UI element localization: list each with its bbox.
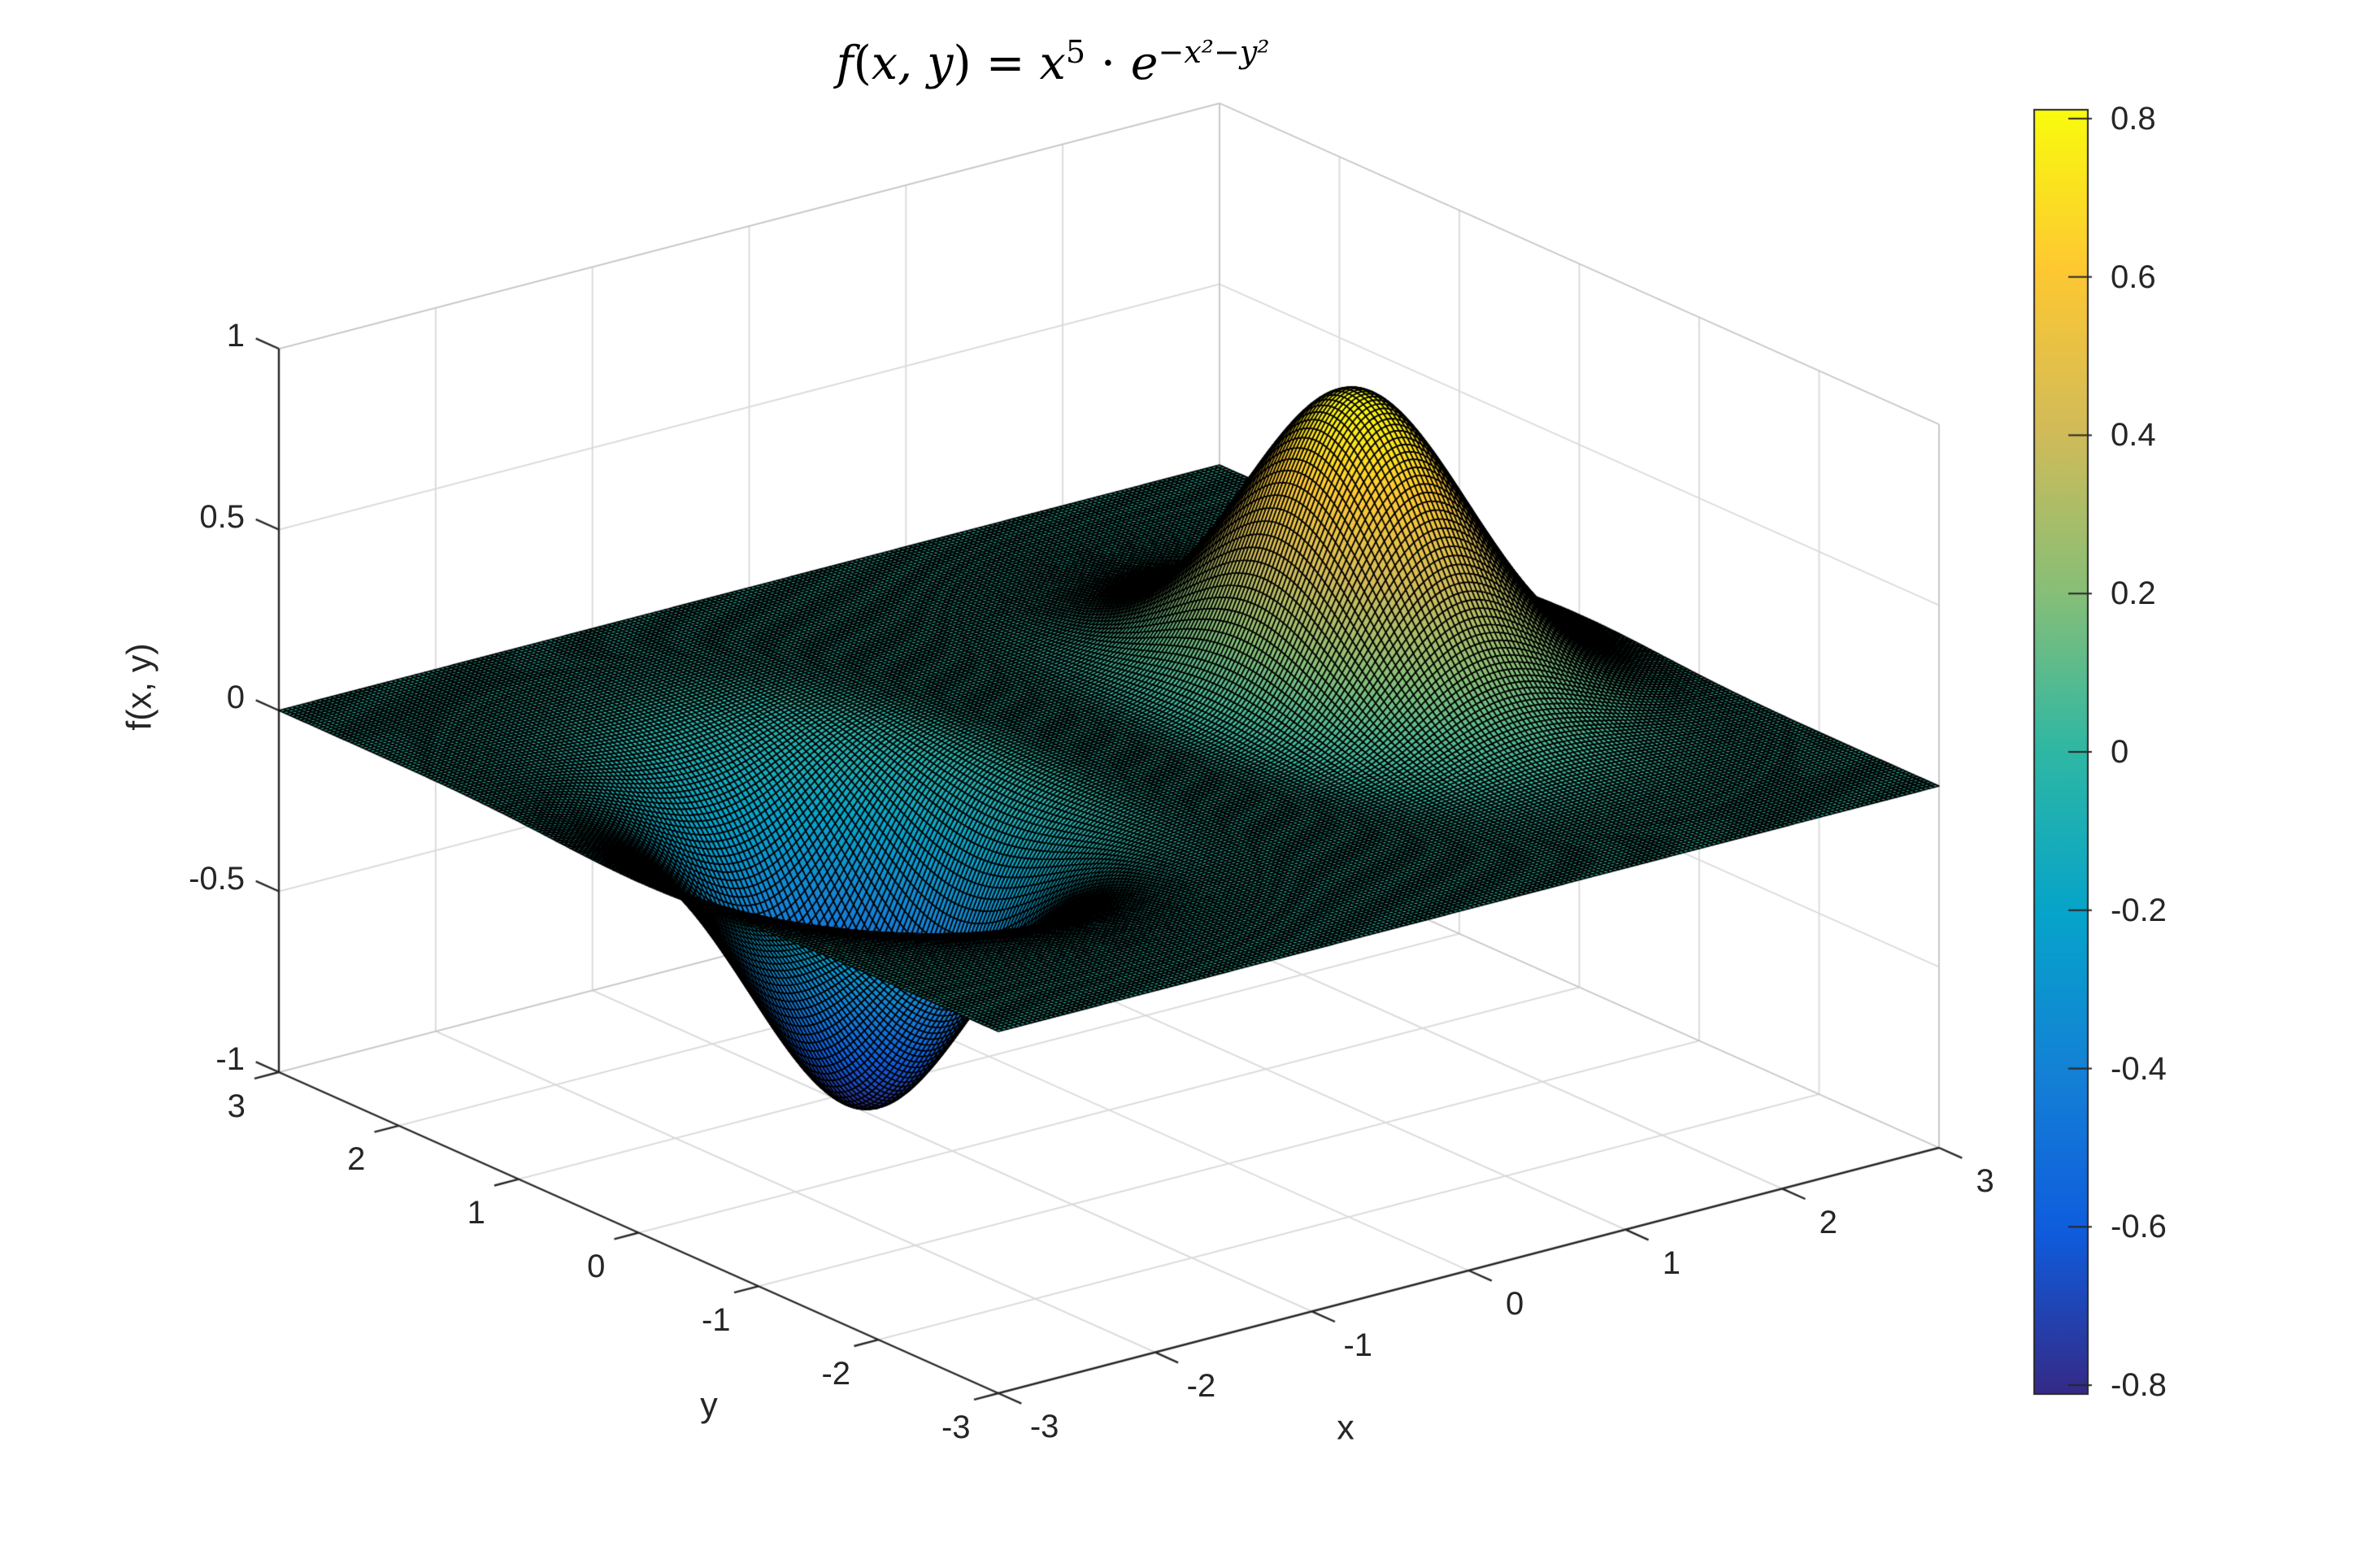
z-axis-tick-label: 0: [226, 680, 245, 716]
z-axis-tick-label: 1: [226, 318, 245, 354]
title-segment: f: [836, 37, 854, 90]
x-axis-label: x: [1337, 1408, 1354, 1448]
colorbar-tick-label: -0.6: [2111, 1209, 2167, 1245]
title-segment: x: [1039, 37, 1066, 90]
x-axis-tick-label: 1: [1662, 1244, 1681, 1281]
y-axis-tick-label: 1: [467, 1195, 485, 1231]
title-segment: 5: [1065, 34, 1086, 70]
z-axis-tick-label: -0.5: [189, 860, 245, 897]
colorbar-tick-label: -0.8: [2111, 1367, 2167, 1404]
colorbar-tick-label: 0.8: [2111, 100, 2156, 137]
title-segment: (: [853, 37, 872, 90]
colorbar-tick-label: 0.2: [2111, 576, 2156, 612]
y-axis-tick-label: 3: [227, 1088, 246, 1124]
x-axis-tick-label: -1: [1343, 1327, 1373, 1363]
title-segment: ) =: [953, 37, 1040, 90]
y-axis-tick-label: -3: [941, 1409, 971, 1445]
colorbar-tick-label: -0.2: [2111, 892, 2167, 928]
title-segment: −x²−y²: [1158, 34, 1270, 70]
z-axis-label: f(x, y): [120, 643, 159, 731]
y-axis-tick-label: 0: [587, 1249, 606, 1285]
x-axis-tick-label: -2: [1186, 1367, 1216, 1404]
y-axis-tick-label: -2: [821, 1355, 851, 1392]
title-segment: ⋅: [1085, 37, 1131, 90]
colorbar-tick-label: 0.6: [2111, 258, 2156, 295]
x-axis-tick-label: 0: [1505, 1286, 1524, 1323]
y-axis-tick-label: -1: [701, 1301, 731, 1338]
x-axis-tick-label: 3: [1976, 1163, 1994, 1200]
y-axis-label: y: [700, 1385, 718, 1425]
title-segment: e: [1130, 37, 1159, 90]
y-axis-tick-label: 2: [347, 1141, 366, 1178]
z-axis-tick-label: 0.5: [199, 498, 245, 535]
plot-title: f(x, y) = x5 ⋅ e−x²−y²: [836, 37, 1269, 90]
colorbar-tick-label: -0.4: [2111, 1050, 2167, 1087]
colorbar-tick-label: 0: [2111, 734, 2129, 770]
z-axis-tick-label: -1: [215, 1041, 245, 1078]
x-axis-tick-label: -3: [1029, 1409, 1059, 1445]
colorbar-tick-label: 0.4: [2111, 417, 2156, 454]
title-segment: x, y: [871, 37, 954, 90]
x-axis-tick-label: 2: [1819, 1204, 1837, 1240]
